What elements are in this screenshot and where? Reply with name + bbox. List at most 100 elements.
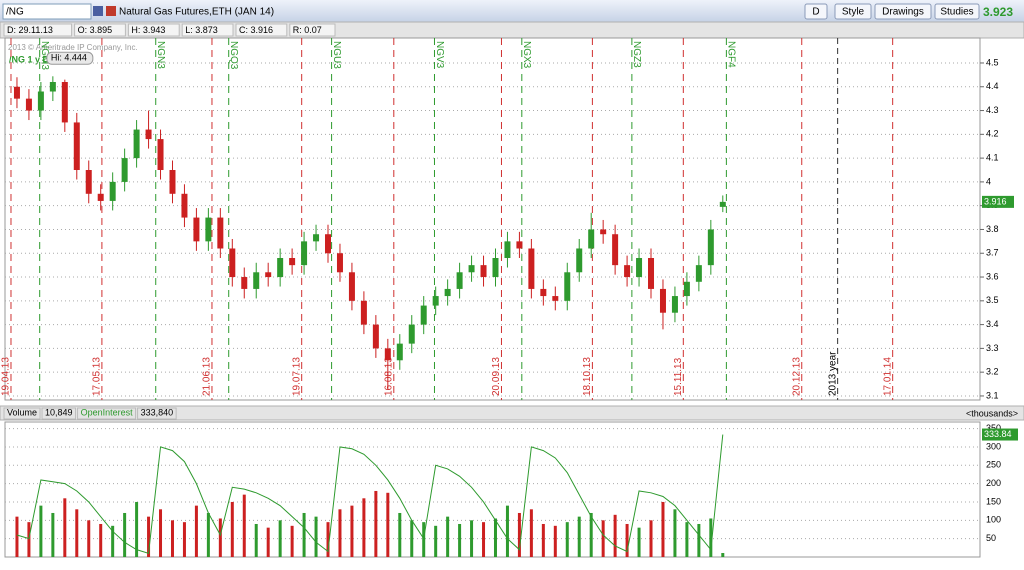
candle-body (372, 324, 379, 349)
lower-header (0, 405, 1024, 421)
toolbar (0, 0, 1024, 22)
candle-body (432, 296, 439, 306)
y-tick-label: 350 (986, 423, 1001, 433)
toolbar-button[interactable] (934, 3, 980, 20)
date-label: 19.04.13 (1, 357, 12, 396)
button-label: Style (842, 7, 865, 18)
candle-body (671, 296, 678, 313)
candle-body (73, 122, 80, 171)
contract-label: NGF4 (726, 41, 737, 68)
symbol-input[interactable] (2, 3, 92, 20)
year-label: 2013 year (827, 351, 838, 396)
contract-label: NGV3 (434, 41, 445, 69)
volume-bar (410, 520, 414, 557)
dropdown-icon[interactable] (93, 6, 103, 16)
volume-bar (386, 492, 390, 557)
candle-body (217, 217, 224, 249)
volume-bar (541, 523, 545, 557)
button-label: D (812, 7, 819, 18)
candle-body (540, 288, 547, 297)
volume-bar (661, 501, 665, 557)
legend-value: 10,849 (45, 407, 73, 417)
contract-label: NGQ3 (228, 41, 239, 70)
candle-body (145, 129, 152, 140)
volume-bar (51, 512, 55, 557)
legend-cell (137, 407, 177, 420)
symbol: /NG (6, 7, 24, 18)
candle-body (588, 229, 595, 249)
volume-bar (159, 509, 163, 557)
y-tick-label: 4.2 (986, 129, 999, 139)
candle-body (97, 193, 104, 201)
volume-bar (75, 509, 79, 557)
volume-bar (278, 520, 282, 557)
volume-bar (565, 522, 569, 557)
candle-body (169, 170, 176, 194)
date-label: 17.01.14 (882, 357, 893, 396)
volume-bar (398, 512, 402, 557)
candle-body (85, 170, 92, 194)
volume-bar (194, 505, 198, 557)
date-label: 21.06.13 (202, 357, 213, 396)
candle-body (576, 248, 583, 273)
date-label: 17.05.13 (92, 357, 103, 396)
toolbar-button[interactable] (834, 3, 872, 20)
info-text: C: 3.916 (239, 25, 273, 35)
date-label: 20.12.13 (791, 357, 802, 396)
legend-cell (77, 407, 137, 420)
last-price: 3.923 (983, 5, 1013, 19)
candle-body (61, 82, 68, 123)
candle-body (480, 265, 487, 278)
candle-body (336, 253, 343, 273)
candle-body (636, 258, 643, 278)
candle-body (695, 265, 702, 282)
volume-bar (266, 527, 270, 557)
legend-value: 333,840 (141, 407, 174, 417)
candle-body (444, 288, 451, 297)
contract-label: NGU3 (331, 41, 342, 69)
watermark: 2013 © Ameritrade IP Company, Inc. (8, 43, 138, 52)
toolbar-button[interactable] (874, 3, 932, 20)
volume-bar (206, 512, 210, 557)
volume-bar (302, 512, 306, 557)
price-panel (4, 37, 981, 401)
toolbar-button[interactable] (804, 3, 828, 20)
y-tick-label: 3.5 (986, 295, 999, 305)
volume-bar (87, 520, 91, 557)
volume-bar (697, 523, 701, 557)
volume-bar (350, 505, 354, 557)
candle-body (420, 305, 427, 325)
volume-bar (529, 509, 533, 557)
y-tick-label: 4.3 (986, 105, 999, 115)
candle-body (241, 277, 248, 289)
candle-body (659, 288, 666, 313)
candle-body (504, 241, 511, 259)
y-tick-label: 3.6 (986, 271, 999, 281)
volume-bar (434, 525, 438, 557)
date-label: 20.09.13 (491, 357, 502, 396)
candle-body (564, 272, 571, 301)
candle-body (707, 229, 714, 266)
volume-bar (27, 522, 31, 557)
candle-body (313, 234, 320, 242)
volume-bar (517, 512, 521, 557)
volume-bar (649, 520, 653, 557)
candle-body (384, 348, 391, 361)
info-cell (3, 23, 73, 37)
volume-bar (218, 518, 222, 557)
candle-body (13, 86, 20, 99)
candle-body (193, 217, 200, 242)
y-tick-label: 4.4 (986, 81, 999, 91)
candle-body (408, 324, 415, 344)
y-tick-label: 4.1 (986, 152, 999, 162)
price-box-label: 3.916 (984, 196, 1007, 206)
volume-bar (99, 523, 103, 557)
candle-body (325, 234, 332, 254)
volume-bar (577, 516, 581, 557)
candle-body (157, 139, 164, 171)
volume-bar (39, 505, 43, 557)
volume-bar (374, 490, 378, 557)
contract-label: NGM3 (39, 41, 50, 70)
volume-bar (709, 518, 713, 557)
